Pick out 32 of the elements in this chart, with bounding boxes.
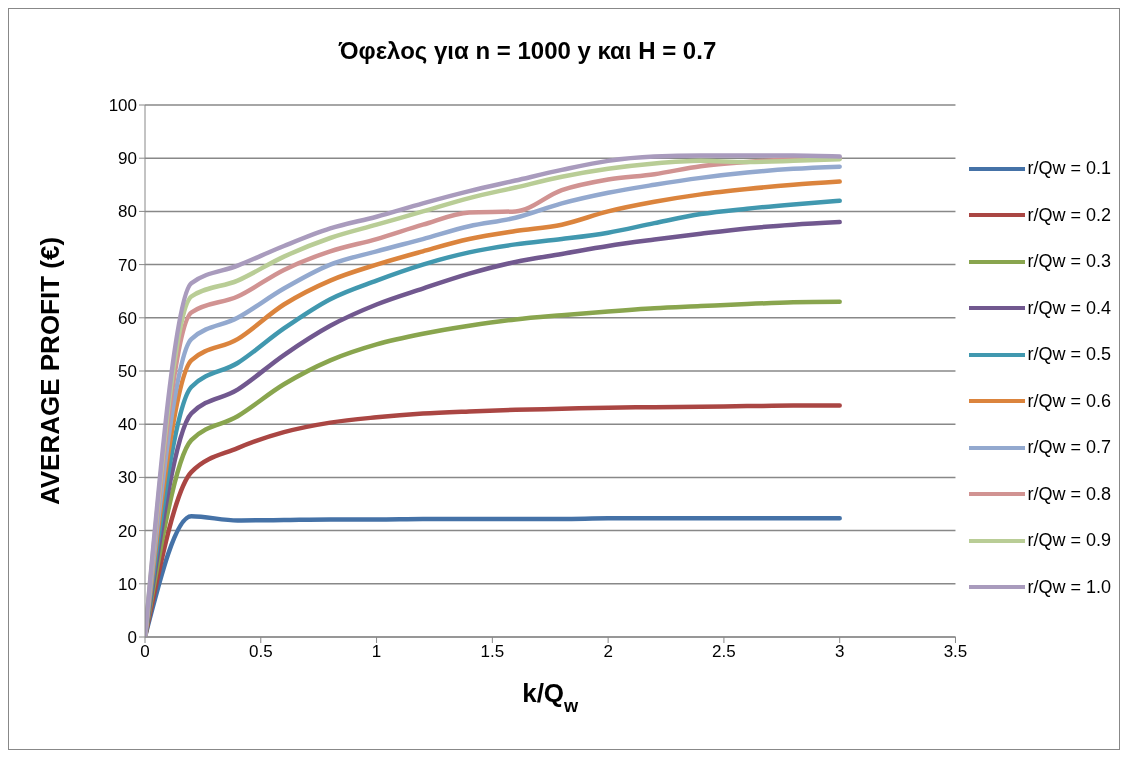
x-tick-label: 2 [603,642,613,662]
y-tick-label: 0 [127,628,137,648]
y-tick-label: 30 [118,468,137,488]
x-tick-label: 3.5 [943,642,968,662]
y-axis-title: AVERAGE PROFIT (€) [35,236,65,506]
y-tick-label: 40 [118,415,137,435]
x-tick-label: 1.5 [480,642,505,662]
y-tick-label: 60 [118,308,137,328]
x-axis-title: k/Q$_{w}$ [522,678,580,716]
y-tick-label: 70 [118,255,137,275]
y-tick-label: 80 [118,202,137,222]
y-tick-label: 10 [118,574,137,594]
legend-label: r/Qw = 0.8 [1027,483,1111,505]
legend-label: r/Qw = 1.0 [1027,576,1111,598]
legend-label: r/Qw = 0.1 [1027,158,1111,180]
x-tick-label: 0.5 [248,642,273,662]
legend-label: r/Qw = 0.4 [1027,297,1111,319]
x-tick-label: 2.5 [712,642,736,662]
y-tick-label: 90 [118,149,137,169]
y-tick-label: 100 [108,96,137,116]
legend-label: r/Qw = 0.5 [1027,344,1111,366]
chart-title: Όφελος για n = 1000 y και H = 0.7 [337,37,718,65]
x-tick-label: 0 [140,642,150,662]
y-tick-label: 50 [118,362,137,382]
legend-label: r/Qw = 0.9 [1027,530,1111,552]
y-tick-label: 20 [118,521,137,541]
x-tick-label: 3 [834,642,845,662]
legend-label: r/Qw = 0.2 [1027,204,1111,226]
x-tick-label: 1 [371,642,382,662]
legend-label: r/Qw = 0.7 [1027,437,1111,459]
legend-label: r/Qw = 0.3 [1027,251,1111,273]
legend-label: r/Qw = 0.6 [1027,390,1111,412]
